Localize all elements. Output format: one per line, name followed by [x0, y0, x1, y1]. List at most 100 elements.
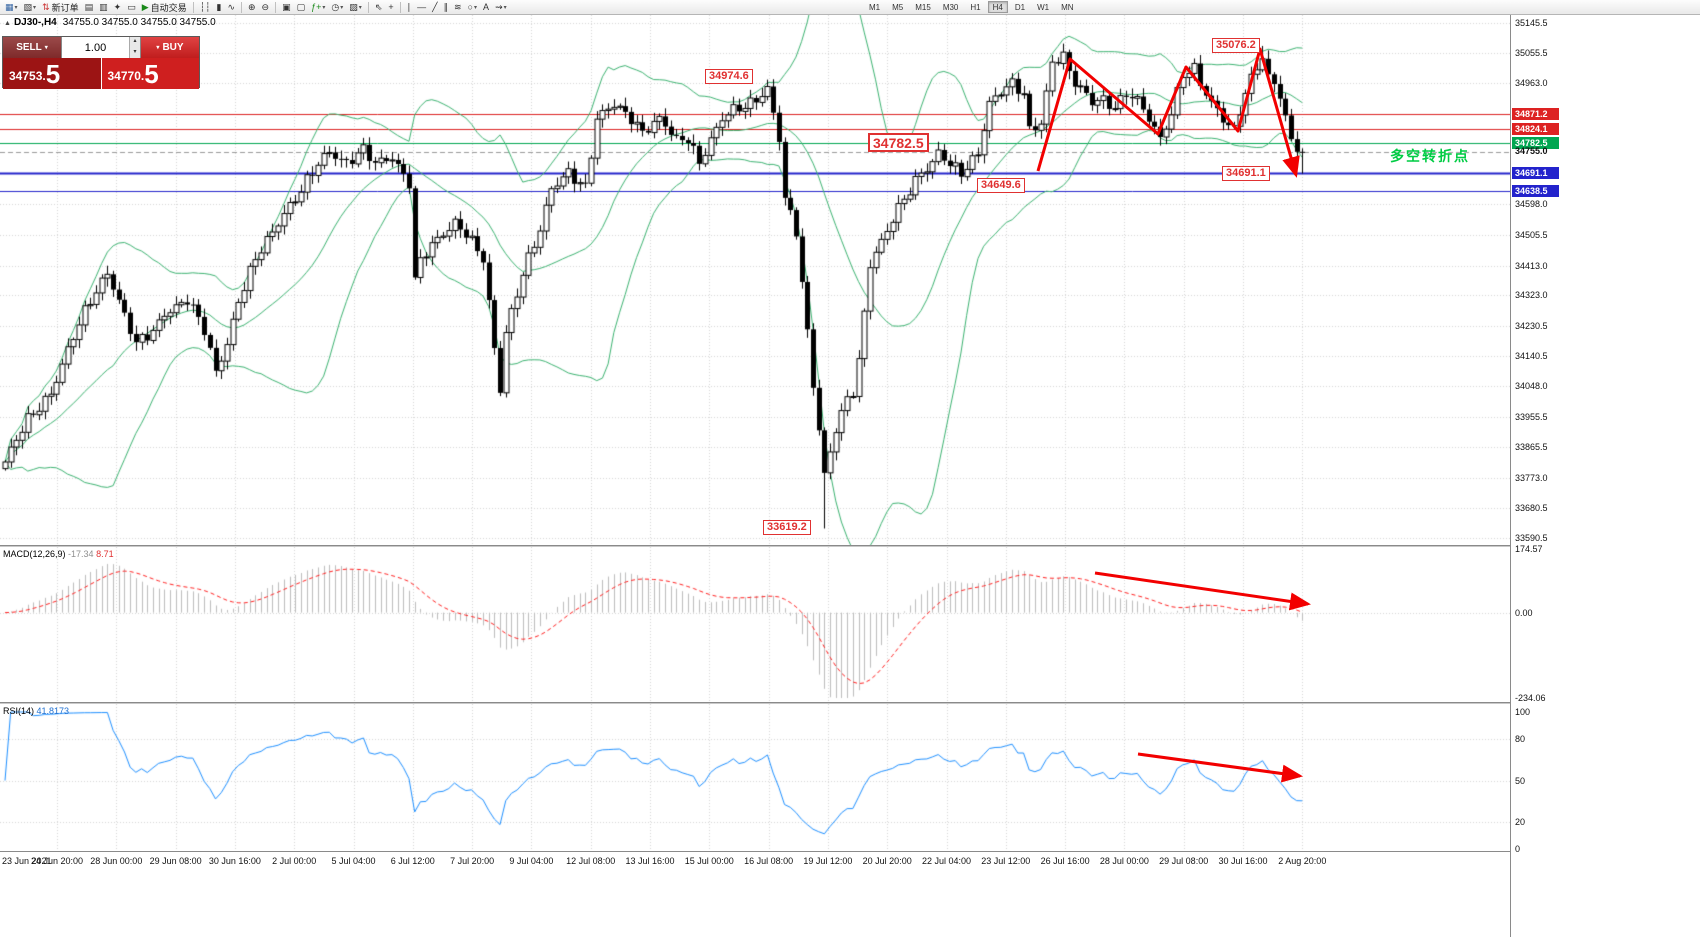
cursor-button[interactable]: ⇖	[372, 1, 386, 14]
rsi-tick-80: 80	[1515, 734, 1526, 745]
timeframe-h4-button[interactable]: H4	[987, 1, 1008, 13]
volume-spinner[interactable]: ▴ ▾	[129, 37, 140, 58]
templates-caret-icon: ▾	[358, 4, 362, 11]
data-window-button[interactable]: ▥	[96, 1, 111, 14]
rsi-value: 41.8173	[36, 706, 70, 716]
annotation-green-level[interactable]: 34782.5	[868, 133, 929, 152]
chart-collapse-icon[interactable]: ▲	[4, 20, 11, 27]
arrow-objects-button[interactable]: ⇝ ▾	[492, 1, 510, 14]
price-tick-34230.5: 34230.5	[1515, 321, 1548, 332]
price-tick-34048.0: 34048.0	[1515, 381, 1548, 392]
macd-label: MACD(12,26,9) -17.34 8.71	[3, 549, 114, 559]
crosshair-button[interactable]: +	[385, 1, 396, 14]
chart-ohlc-header: ▲ DJ30-,H4 34755.0 34755.0 34755.0 34755.0	[4, 17, 216, 28]
arrange-windows-icon: ▣	[282, 1, 291, 12]
rsi-canvas[interactable]	[0, 704, 1510, 851]
periods-button[interactable]: ◷ ▾	[328, 1, 346, 14]
indicators-button[interactable]: ƒ+ ▾	[308, 1, 328, 14]
panel-splitter-2[interactable]	[0, 702, 1700, 704]
text-label-button[interactable]: A	[480, 1, 492, 14]
autotrading-button[interactable]: ▶ 自动交易	[139, 1, 190, 14]
rsi-label: RSI(14) 41.8173	[3, 706, 69, 716]
macd-tick--234.06: -234.06	[1515, 693, 1546, 703]
market-watch-icon: ▤	[84, 1, 94, 12]
time-label: 5 Jul 04:00	[331, 856, 376, 866]
time-label: 30 Jun 16:00	[208, 856, 261, 866]
time-label: 24 Jun 20:00	[30, 856, 84, 866]
time-label: 6 Jul 12:00	[390, 856, 435, 866]
chart-line-button[interactable]: ∿	[224, 1, 238, 14]
toolbar-separator	[192, 1, 194, 13]
timeframe-mn-button[interactable]: MN	[1061, 3, 1074, 12]
price-tick-34963.0: 34963.0	[1515, 78, 1548, 89]
buy-button[interactable]: ▾ BUY	[141, 37, 199, 58]
arrange-windows-button[interactable]: ▣	[279, 1, 294, 14]
sell-button[interactable]: SELL ▾	[3, 37, 61, 58]
vertical-line-icon: ∣	[406, 1, 412, 12]
templates-button[interactable]: ▨ ▾	[346, 1, 365, 14]
price-tick-35145.5: 35145.5	[1515, 18, 1548, 28]
new-chart-caret-icon: ▾	[14, 4, 18, 11]
chart-bars-button[interactable]: ┆┆	[197, 1, 214, 14]
market-watch-button[interactable]: ▤	[82, 1, 97, 14]
shapes-button[interactable]: ○ ▾	[465, 1, 480, 14]
volume-value[interactable]: 1.00	[84, 41, 107, 54]
volume-up-icon[interactable]: ▴	[130, 37, 140, 48]
chart-line-icon: ∿	[227, 1, 235, 12]
rsi-tick-100: 100	[1515, 707, 1531, 717]
price-tick-35055.5: 35055.5	[1515, 47, 1548, 58]
chart-candles-button[interactable]: ▮	[214, 1, 225, 14]
timeframe-w1-button[interactable]: W1	[1037, 3, 1050, 12]
one-click-trading-widget: SELL ▾ 1.00 ▴ ▾ ▾ BUY 34753. 5 34770. 5	[2, 36, 200, 89]
cascade-windows-button[interactable]: ▢	[294, 1, 309, 14]
navigator-button[interactable]: ✦	[111, 1, 125, 14]
time-label: 2 Aug 20:00	[1278, 856, 1327, 866]
chart-bars-icon: ┆┆	[199, 1, 211, 12]
macd-canvas[interactable]	[0, 547, 1510, 702]
annotation-high-aug[interactable]: 35076.2	[1212, 38, 1260, 53]
zoom-out-button[interactable]: ⊖	[259, 1, 273, 14]
timeframe-d1-button[interactable]: D1	[1014, 3, 1026, 12]
price-tick-33865.5: 33865.5	[1515, 441, 1548, 452]
channel-button[interactable]: ∥	[441, 1, 452, 14]
panel-splitter-1[interactable]	[0, 545, 1700, 547]
buy-price[interactable]: 34770. 5	[101, 58, 199, 89]
annotation-high-mid-july[interactable]: 34974.6	[705, 69, 753, 84]
fibonacci-button[interactable]: ≋	[451, 1, 465, 14]
volume-field[interactable]: 1.00 ▴ ▾	[61, 37, 141, 58]
time-axis[interactable]: 23 Jun 2021 24 Jun 20:00 28 Jun 00:00 29 Ju…	[0, 851, 1510, 937]
horizontal-line-button[interactable]: ―	[414, 1, 429, 14]
timeframe-m30-button[interactable]: M30	[942, 3, 959, 12]
annotation-swing-low[interactable]: 34649.6	[977, 178, 1025, 193]
vertical-line-button[interactable]: ∣	[404, 1, 415, 14]
turning-point-note[interactable]: 多空转折点	[1390, 148, 1470, 164]
price-chart-canvas[interactable]	[0, 15, 1510, 545]
timeframe-h1-button[interactable]: H1	[970, 3, 981, 12]
time-label: 22 Jul 04:00	[921, 856, 972, 866]
trend-line-button[interactable]: ╱	[429, 1, 440, 14]
timeframe-m1-button[interactable]: M1	[869, 3, 881, 12]
timeframe-m5-button[interactable]: M5	[892, 3, 904, 12]
terminal-button[interactable]: ▭	[124, 1, 139, 14]
timeframe-m15-button[interactable]: M15	[915, 3, 931, 12]
time-label: 20 Jul 20:00	[862, 856, 912, 866]
annotation-blue-level[interactable]: 34691.1	[1222, 166, 1270, 181]
volume-down-icon[interactable]: ▾	[130, 47, 140, 58]
zoom-in-icon: ⊕	[248, 1, 256, 12]
autotrading-icon: ▶	[141, 1, 149, 12]
price-level-34755.0: 34755.0	[1515, 146, 1548, 157]
sell-price[interactable]: 34753. 5	[3, 58, 102, 89]
annotation-crash-low[interactable]: 33619.2	[763, 520, 811, 535]
buy-price-pip: 5	[144, 59, 159, 89]
new-order-button[interactable]: ⇅ 新订单	[39, 1, 82, 14]
zoom-in-button[interactable]: ⊕	[245, 1, 259, 14]
price-scale[interactable]: 35145.5 35055.5 34963.0 34598.0 34505.5 34413…	[1510, 15, 1700, 937]
profiles-button[interactable]: ▧ ▾	[21, 1, 40, 14]
time-label: 30 Jul 16:00	[1218, 856, 1268, 866]
macd-tick-0.00: 0.00	[1515, 607, 1533, 618]
rsi-tick-0: 0	[1515, 844, 1521, 854]
price-tick-33955.5: 33955.5	[1515, 412, 1548, 423]
rsi-name: RSI(14)	[3, 706, 35, 716]
new-chart-button[interactable]: ▦ ▾	[2, 1, 21, 14]
